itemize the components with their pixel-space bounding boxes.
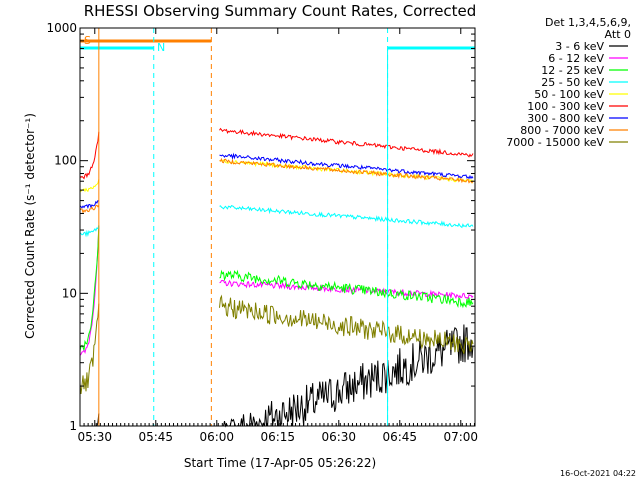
series-line [79,204,100,214]
legend-entry-label: 6 - 12 keV [548,52,604,65]
y-tick-label: 1000 [46,21,77,35]
series-line [79,200,100,209]
chart-title: RHESSI Observing Summary Count Rates, Co… [84,2,477,20]
y-tick-label: 1 [69,419,77,433]
legend-entry-label: 3 - 6 keV [555,40,604,53]
flag-label: N [157,41,165,54]
y-tick-label: 100 [54,154,77,168]
series-line [79,179,100,193]
series-line [219,294,474,354]
legend-entry-label: 100 - 300 keV [527,100,604,113]
series-line [219,157,474,184]
x-axis-label: Start Time (17-Apr-05 05:26:22) [184,456,376,470]
flag-label: S [84,34,91,47]
x-tick-label: 05:45 [138,430,173,444]
series-line [219,152,474,180]
series-line [79,131,100,180]
x-tick-label: 06:00 [199,430,234,444]
legend-entry-label: 50 - 100 keV [534,88,604,101]
series-line [79,303,100,394]
x-tick-label: 06:30 [321,430,356,444]
y-axis-label: Corrected Count Rate (s⁻¹ detector⁻¹) [23,113,37,339]
series-line [219,204,474,229]
legend-entry-label: 7000 - 15000 keV [506,136,604,149]
y-ticks: 1 10 100 1000 [46,21,475,433]
legend-header-line-1: Det 1,3,4,5,6,9, [545,16,631,29]
generation-timestamp: 16-Oct-2021 04:22 [560,469,636,478]
series-line [219,127,474,158]
x-ticks: 05:30 05:45 06:00 06:15 06:30 06:45 07:00 [77,28,478,444]
series-line [79,227,100,356]
plot-layer: SN [79,28,476,428]
legend-entry-label: 25 - 50 keV [541,76,604,89]
series-line [219,279,474,300]
series-line [219,324,474,428]
x-tick-label: 06:15 [260,430,295,444]
x-tick-label: 06:45 [382,430,417,444]
x-tick-label: 07:00 [443,430,478,444]
series-line [79,225,100,238]
y-tick-label: 10 [62,286,77,300]
legend-entry-label: 800 - 7000 keV [520,124,604,137]
x-tick-label: 05:30 [77,430,112,444]
series-line [219,269,474,309]
legend-header-line-2: Att 0 [605,28,631,41]
legend-entry-label: 12 - 25 keV [541,64,604,77]
legend-entry-label: 300 - 800 keV [527,112,604,125]
series-line [79,225,100,352]
